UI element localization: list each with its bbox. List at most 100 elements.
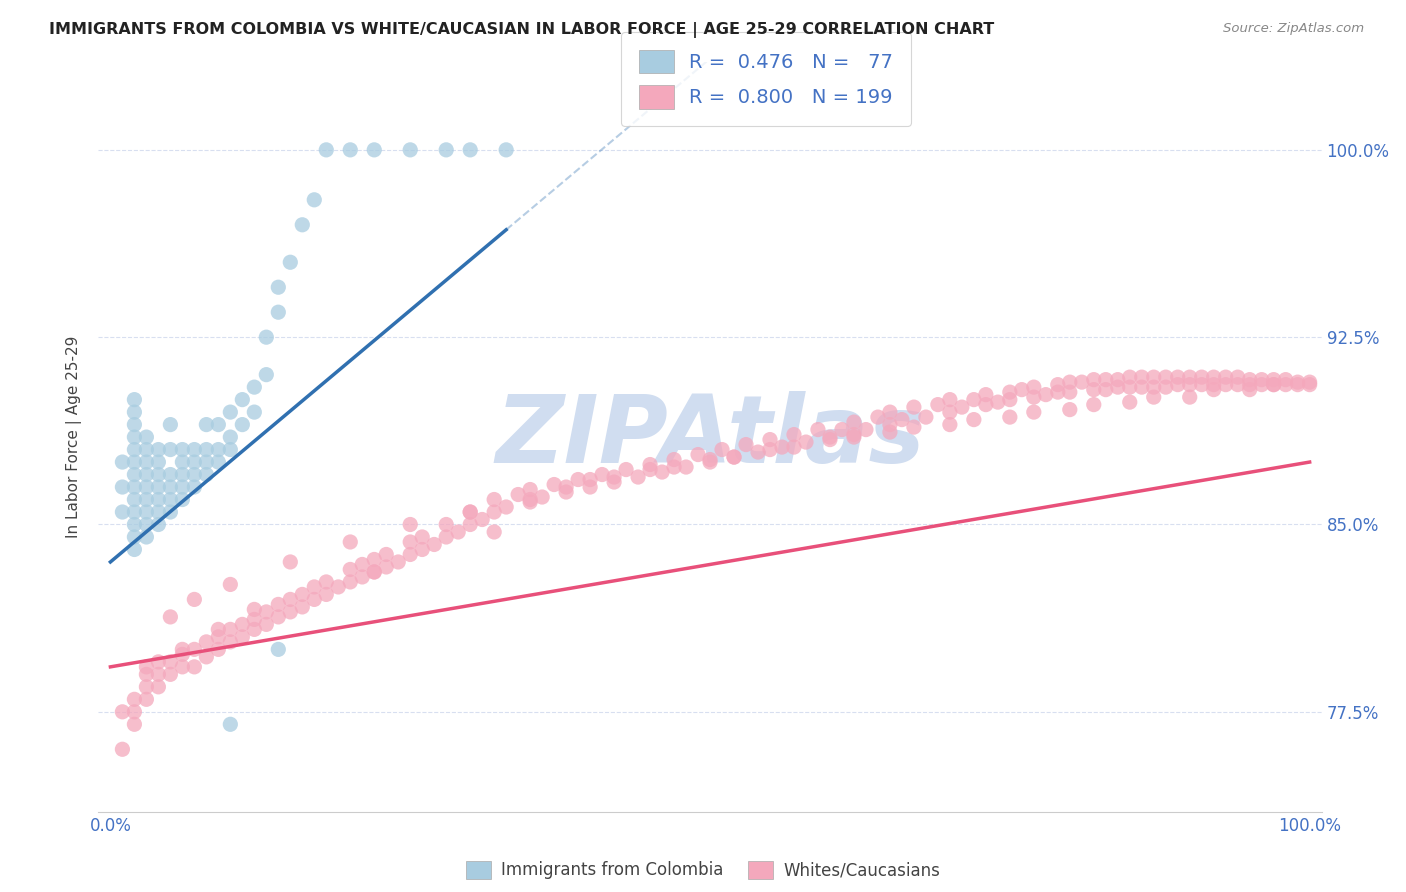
Point bbox=[987, 395, 1010, 409]
Point bbox=[1167, 370, 1189, 384]
Point bbox=[352, 570, 374, 584]
Point bbox=[1202, 370, 1225, 384]
Point bbox=[207, 623, 229, 637]
Point bbox=[591, 467, 613, 482]
Point bbox=[495, 143, 517, 157]
Point bbox=[135, 530, 157, 544]
Point bbox=[339, 574, 361, 589]
Point bbox=[1130, 370, 1153, 384]
Point bbox=[159, 655, 181, 669]
Point bbox=[315, 143, 337, 157]
Point bbox=[124, 492, 146, 507]
Point bbox=[124, 517, 146, 532]
Point bbox=[231, 617, 253, 632]
Point bbox=[267, 598, 290, 612]
Point bbox=[807, 423, 830, 437]
Point bbox=[339, 143, 361, 157]
Point bbox=[363, 552, 385, 566]
Point bbox=[638, 458, 661, 472]
Point bbox=[278, 555, 301, 569]
Point bbox=[124, 542, 146, 557]
Point bbox=[267, 610, 290, 624]
Legend: Immigrants from Colombia, Whites/Caucasians: Immigrants from Colombia, Whites/Caucasi… bbox=[460, 855, 946, 886]
Point bbox=[159, 480, 181, 494]
Point bbox=[135, 442, 157, 457]
Point bbox=[195, 635, 218, 649]
Point bbox=[723, 450, 745, 464]
Point bbox=[770, 440, 793, 454]
Point bbox=[375, 560, 398, 574]
Point bbox=[651, 465, 673, 479]
Legend: R =  0.476   N =   77, R =  0.800   N = 199: R = 0.476 N = 77, R = 0.800 N = 199 bbox=[621, 32, 911, 126]
Point bbox=[172, 648, 194, 662]
Point bbox=[148, 667, 170, 681]
Point bbox=[183, 442, 205, 457]
Point bbox=[579, 473, 602, 487]
Point bbox=[267, 642, 290, 657]
Point bbox=[148, 655, 170, 669]
Point bbox=[998, 410, 1021, 425]
Point bbox=[543, 477, 565, 491]
Point bbox=[434, 517, 457, 532]
Point bbox=[794, 435, 817, 450]
Point bbox=[482, 492, 505, 507]
Point bbox=[231, 417, 253, 432]
Point bbox=[1263, 373, 1285, 387]
Point bbox=[148, 492, 170, 507]
Point bbox=[124, 717, 146, 731]
Point bbox=[627, 470, 650, 484]
Point bbox=[219, 405, 242, 419]
Point bbox=[124, 430, 146, 444]
Y-axis label: In Labor Force | Age 25-29: In Labor Force | Age 25-29 bbox=[66, 336, 83, 538]
Point bbox=[219, 717, 242, 731]
Point bbox=[638, 462, 661, 476]
Point bbox=[1154, 370, 1177, 384]
Point bbox=[254, 605, 277, 619]
Point bbox=[1239, 377, 1261, 392]
Point bbox=[903, 420, 925, 434]
Point bbox=[124, 480, 146, 494]
Point bbox=[495, 500, 517, 514]
Point bbox=[148, 517, 170, 532]
Point bbox=[1226, 377, 1249, 392]
Point bbox=[1022, 380, 1045, 394]
Point bbox=[243, 405, 266, 419]
Point bbox=[699, 452, 721, 467]
Point bbox=[759, 442, 782, 457]
Point bbox=[1226, 370, 1249, 384]
Point bbox=[1046, 385, 1069, 400]
Point bbox=[855, 423, 877, 437]
Point bbox=[458, 517, 481, 532]
Point bbox=[818, 430, 841, 444]
Point bbox=[1202, 383, 1225, 397]
Point bbox=[1167, 377, 1189, 392]
Point bbox=[531, 490, 554, 504]
Point bbox=[963, 412, 986, 426]
Point bbox=[508, 487, 530, 501]
Point bbox=[1070, 375, 1092, 389]
Point bbox=[111, 742, 134, 756]
Point bbox=[148, 467, 170, 482]
Point bbox=[747, 445, 769, 459]
Point bbox=[172, 467, 194, 482]
Point bbox=[363, 143, 385, 157]
Point bbox=[1094, 383, 1116, 397]
Point bbox=[159, 417, 181, 432]
Point bbox=[124, 505, 146, 519]
Point bbox=[458, 143, 481, 157]
Point bbox=[159, 667, 181, 681]
Point bbox=[1022, 405, 1045, 419]
Point bbox=[1130, 380, 1153, 394]
Point bbox=[699, 455, 721, 469]
Point bbox=[1107, 373, 1129, 387]
Point bbox=[207, 455, 229, 469]
Point bbox=[124, 467, 146, 482]
Point bbox=[148, 455, 170, 469]
Point bbox=[783, 440, 806, 454]
Point bbox=[172, 642, 194, 657]
Point bbox=[963, 392, 986, 407]
Point bbox=[172, 660, 194, 674]
Point bbox=[267, 280, 290, 294]
Point bbox=[1298, 375, 1320, 389]
Point bbox=[148, 680, 170, 694]
